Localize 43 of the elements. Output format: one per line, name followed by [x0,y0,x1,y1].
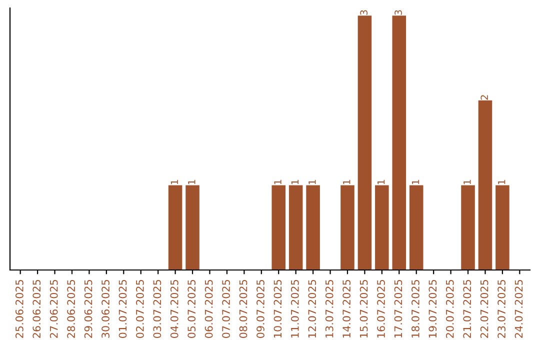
data-label: 1 [343,180,350,184]
x-tick-label: 05.07.2025 [188,280,196,338]
data-label: 2 [480,95,488,100]
x-tick-label: 28.06.2025 [67,280,76,338]
x-tick-label: 29.06.2025 [84,280,92,338]
x-tick-label: 25.06.2025 [15,280,24,338]
x-tick-label: 21.07.2025 [463,280,472,338]
data-label: 3 [360,10,368,15]
data-label: 1 [412,180,420,184]
x-tick-label: 26.06.2025 [32,280,41,338]
data-label: 1 [274,180,282,184]
x-tick-label: 16.07.2025 [377,280,385,338]
x-tick-label: 07.07.2025 [222,280,230,338]
x-tick-label: 08.07.2025 [239,280,248,338]
x-tick-label: 10.07.2025 [274,280,282,338]
x-tick-label: 03.07.2025 [153,280,162,338]
x-tick-label: 15.07.2025 [360,280,368,338]
x-tick-label: 12.07.2025 [308,280,316,338]
x-tick-label: 30.06.2025 [102,280,110,338]
data-label: 1 [170,180,178,184]
x-tick-label: 17.07.2025 [394,280,402,338]
x-tick-label: 19.07.2025 [428,280,437,338]
x-tick-label: 09.07.2025 [256,280,264,338]
x-tick-label: 02.07.2025 [136,280,144,338]
data-label: 1 [498,180,506,184]
x-tick-label: 23.07.2025 [498,280,506,338]
x-tick-label: 06.07.2025 [204,280,213,338]
data-label: 3 [394,10,402,15]
x-tick-label: 01.07.2025 [118,280,127,338]
x-tick-label: 22.07.2025 [480,280,488,338]
x-tick-label: 24.07.2025 [514,280,523,338]
x-tick-label: 11.07.2025 [290,280,299,338]
x-tick-label: 27.06.2025 [50,280,58,338]
x-tick-label: 18.07.2025 [412,280,420,338]
data-label: 1 [464,180,471,184]
data-label: 1 [308,180,316,184]
data-label: 1 [188,180,196,184]
data-label: 1 [378,180,385,184]
data-label: 1 [291,180,299,184]
x-tick-label: 20.07.2025 [446,280,454,338]
x-tick-label: 13.07.2025 [325,280,334,338]
x-tick-label: 04.07.2025 [170,280,178,338]
x-tick-label: 14.07.2025 [342,280,351,338]
